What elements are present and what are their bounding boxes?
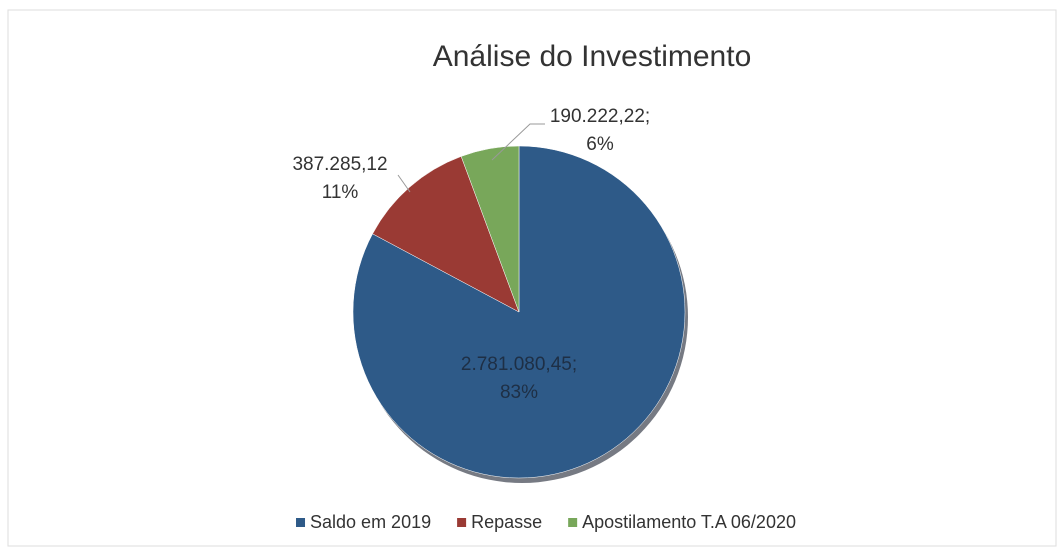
data-label: 387.285,12 [292, 154, 387, 175]
leader-line [491, 123, 545, 161]
legend-label: Saldo em 2019 [310, 512, 431, 532]
legend-swatch [568, 518, 578, 527]
legend-swatch [457, 518, 467, 527]
data-label-percent: 11% [322, 182, 359, 203]
data-label: 190.222,22; [550, 106, 650, 127]
data-label: 2.781.080,45; [461, 354, 577, 375]
legend-label: Apostilamento T.A 06/2020 [582, 512, 796, 532]
data-label-percent: 83% [500, 382, 538, 403]
legend-label: Repasse [471, 512, 542, 532]
pie-slice [460, 145, 520, 313]
pie-slice [372, 156, 520, 313]
chart-frame [7, 9, 1057, 547]
chart-title: Análise do Investimento [433, 40, 752, 73]
legend-swatch [296, 518, 306, 527]
leader-line [397, 174, 411, 193]
data-label-percent: 6% [586, 134, 614, 155]
legend: Saldo em 2019 Repasse Apostilamento T.A 06… [296, 512, 796, 532]
